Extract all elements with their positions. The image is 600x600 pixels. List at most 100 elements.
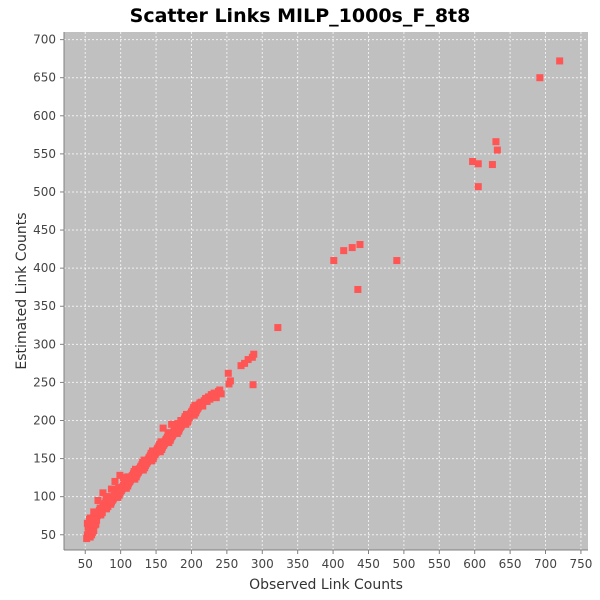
data-point [88,531,96,539]
data-point [224,369,232,377]
y-tick-label: 250 [33,375,56,389]
data-point [112,490,120,498]
x-tick-label: 250 [215,557,238,571]
data-point [111,477,119,485]
y-tick-label: 350 [33,299,56,313]
data-point [274,324,282,332]
data-point [99,489,107,497]
x-tick-label: 350 [286,557,309,571]
data-point [159,424,167,432]
x-tick-label: 100 [109,557,132,571]
x-tick-label: 450 [357,557,380,571]
data-point [226,377,234,385]
data-point [194,404,202,412]
y-tick-label: 100 [33,490,56,504]
data-point [217,390,225,398]
data-point [185,413,193,421]
data-point [90,508,98,516]
data-point [199,402,207,410]
data-point [83,519,91,527]
data-point [134,468,142,476]
data-point [117,487,125,495]
x-tick-label: 750 [569,557,592,571]
data-point [109,496,117,504]
data-point [492,138,500,146]
y-tick-label: 300 [33,337,56,351]
data-point [107,485,115,493]
data-point [249,381,257,389]
data-point [340,247,348,255]
data-point [206,395,214,403]
data-point [330,257,338,265]
data-point [146,453,154,461]
data-point [116,471,124,479]
y-tick-label: 200 [33,414,56,428]
data-point [393,257,401,265]
x-axis-label: Observed Link Counts [249,577,403,593]
data-point [94,496,102,504]
y-tick-label: 700 [33,33,56,47]
data-point [92,520,100,528]
axes: 50 100 150 200 250 300 350 400 450 500 550 600 650 70… [33,32,592,571]
x-tick-label: 500 [392,557,415,571]
data-point [100,501,108,509]
x-tick-label: 50 [78,557,93,571]
data-point [556,57,564,65]
data-point [244,356,252,364]
data-point [163,435,171,443]
y-tick-label: 600 [33,109,56,123]
data-point [474,183,482,191]
data-point [177,417,185,424]
data-point [126,477,134,485]
data-point [177,423,185,431]
data-point [469,158,477,165]
data-point [348,244,356,252]
x-tick-label: 650 [499,557,522,571]
y-tick-label: 500 [33,185,56,199]
data-point [85,516,93,524]
y-tick-label: 450 [33,223,56,237]
data-point [171,426,179,434]
grid-lines [64,32,588,550]
x-tick-label: 150 [145,557,168,571]
data-point [90,527,98,535]
data-point [151,450,159,458]
data-point [188,407,196,415]
data-point [160,441,168,449]
data-point [241,359,249,367]
data-point [250,350,258,358]
data-point [124,473,132,481]
data-point [168,420,176,428]
data-point [354,285,362,293]
y-tick-label: 50 [41,528,56,542]
data-point [119,474,127,482]
data-point [120,480,128,488]
data-point [85,525,93,533]
data-point [102,493,110,501]
x-tick-label: 400 [322,557,345,571]
data-point [93,516,101,524]
chart-title: Scatter Links MILP_1000s_F_8t8 [130,5,471,27]
data-point [216,386,224,394]
x-tick-label: 550 [428,557,451,571]
y-tick-label: 550 [33,147,56,161]
data-point [210,389,218,397]
data-point [154,444,162,452]
x-tick-label: 600 [463,557,486,571]
data-points [83,57,564,543]
data-point [536,74,544,82]
data-point [212,394,220,402]
data-point [129,471,137,479]
data-point [143,459,151,467]
data-point [168,432,176,440]
data-point [488,161,496,169]
x-tick-label: 300 [251,557,274,571]
y-tick-label: 150 [33,452,56,466]
y-axis-label: Estimated Link Counts [14,212,30,369]
data-point [237,362,245,370]
y-tick-label: 650 [33,71,56,85]
data-point [474,160,482,168]
data-point [137,462,145,470]
x-tick-label: 700 [534,557,557,571]
